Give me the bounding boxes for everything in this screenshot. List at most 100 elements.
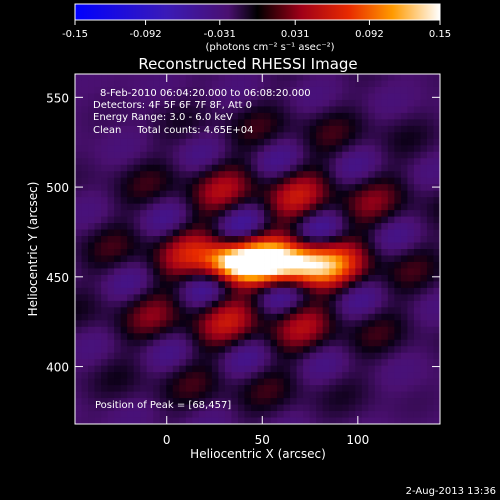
heatmap-cell	[413, 171, 421, 179]
heatmap-cell	[94, 404, 102, 412]
heatmap-cell	[250, 398, 258, 405]
heatmap-cell	[166, 268, 174, 276]
heatmap-cell	[250, 261, 258, 269]
heatmap-cell	[348, 236, 356, 243]
heatmap-cell	[159, 86, 167, 94]
heatmap-cell	[140, 307, 148, 315]
heatmap-cell	[127, 184, 135, 192]
heatmap-cell	[120, 274, 128, 282]
heatmap-cell	[179, 307, 187, 315]
heatmap-cell	[342, 339, 350, 347]
heatmap-cell	[140, 378, 148, 386]
heatmap-cell	[316, 164, 324, 172]
heatmap-cell	[120, 398, 128, 405]
heatmap-cell	[413, 365, 421, 373]
heatmap-cell	[244, 378, 252, 386]
heatmap-cell	[101, 378, 108, 386]
heatmap-cell	[172, 391, 180, 399]
heatmap-cell	[322, 86, 330, 94]
heatmap-cell	[179, 74, 187, 81]
heatmap-cell	[394, 372, 402, 380]
heatmap-cell	[309, 326, 317, 334]
heatmap-cell	[205, 359, 213, 367]
heatmap-cell	[198, 268, 206, 276]
heatmap-cell	[426, 294, 434, 302]
heatmap-cell	[387, 216, 395, 224]
heatmap-cell	[185, 242, 193, 250]
heatmap-cell	[322, 177, 330, 185]
heatmap-cell	[283, 132, 291, 140]
heatmap-cell	[361, 346, 369, 354]
heatmap-cell	[244, 242, 252, 250]
heatmap-cell	[264, 255, 271, 263]
heatmap-cell	[335, 164, 343, 172]
heatmap-cell	[166, 184, 174, 192]
heatmap-cell	[394, 74, 402, 81]
heatmap-cell	[224, 274, 232, 282]
heatmap-cell	[114, 164, 122, 172]
heatmap-cell	[355, 138, 363, 146]
heatmap-cell	[335, 313, 343, 321]
heatmap-cell	[400, 281, 408, 289]
heatmap-cell	[250, 339, 258, 347]
heatmap-cell	[264, 411, 271, 418]
heatmap-cell	[75, 372, 82, 380]
heatmap-cell	[224, 197, 232, 205]
heatmap-cell	[348, 184, 356, 192]
heatmap-cell	[185, 372, 193, 380]
heatmap-cell	[283, 203, 291, 211]
heatmap-cell	[179, 372, 187, 380]
heatmap-cell	[413, 372, 421, 380]
heatmap-cell	[394, 391, 402, 399]
heatmap-cell	[146, 80, 154, 88]
heatmap-cell	[335, 132, 343, 140]
heatmap-cell	[114, 158, 122, 166]
heatmap-cell	[140, 197, 148, 205]
heatmap-cell	[75, 255, 82, 263]
heatmap-cell	[309, 398, 317, 405]
heatmap-cell	[277, 255, 284, 263]
heatmap-cell	[107, 313, 115, 321]
heatmap-cell	[101, 268, 108, 276]
heatmap-cell	[426, 249, 434, 256]
heatmap-cell	[394, 145, 402, 153]
heatmap-cell	[277, 359, 284, 367]
heatmap-cell	[127, 151, 135, 159]
heatmap-cell	[361, 281, 369, 289]
heatmap-cell	[244, 86, 252, 94]
heatmap-cell	[374, 417, 382, 424]
heatmap-cell	[107, 352, 115, 360]
heatmap-cell	[413, 333, 421, 341]
heatmap-cell	[342, 352, 350, 360]
heatmap-cell	[205, 352, 213, 360]
heatmap-cell	[114, 359, 122, 367]
heatmap-cell	[146, 145, 154, 153]
heatmap-cell	[413, 138, 421, 146]
heatmap-cell	[244, 391, 252, 399]
heatmap-cell	[296, 378, 304, 386]
heatmap-cell	[107, 216, 115, 224]
heatmap-cell	[257, 106, 265, 114]
heatmap-cell	[107, 281, 115, 289]
heatmap-cell	[114, 339, 122, 347]
heatmap-cell	[114, 255, 122, 263]
heatmap-cell	[250, 274, 258, 282]
heatmap-cell	[368, 158, 376, 166]
heatmap-cell	[88, 229, 95, 237]
heatmap-cell	[316, 281, 324, 289]
heatmap-cell	[394, 171, 402, 179]
heatmap-cell	[420, 93, 428, 101]
heatmap-cell	[205, 125, 213, 133]
heatmap-cell	[185, 333, 193, 341]
heatmap-cell	[179, 365, 187, 373]
heatmap-cell	[192, 93, 200, 101]
heatmap-cell	[361, 398, 369, 405]
heatmap-cell	[101, 210, 108, 217]
heatmap-cell	[329, 346, 337, 354]
heatmap-cell	[224, 326, 232, 334]
heatmap-cell	[433, 352, 440, 360]
heatmap-cell	[205, 177, 213, 185]
heatmap-cell	[218, 365, 226, 373]
heatmap-cell	[413, 411, 421, 418]
